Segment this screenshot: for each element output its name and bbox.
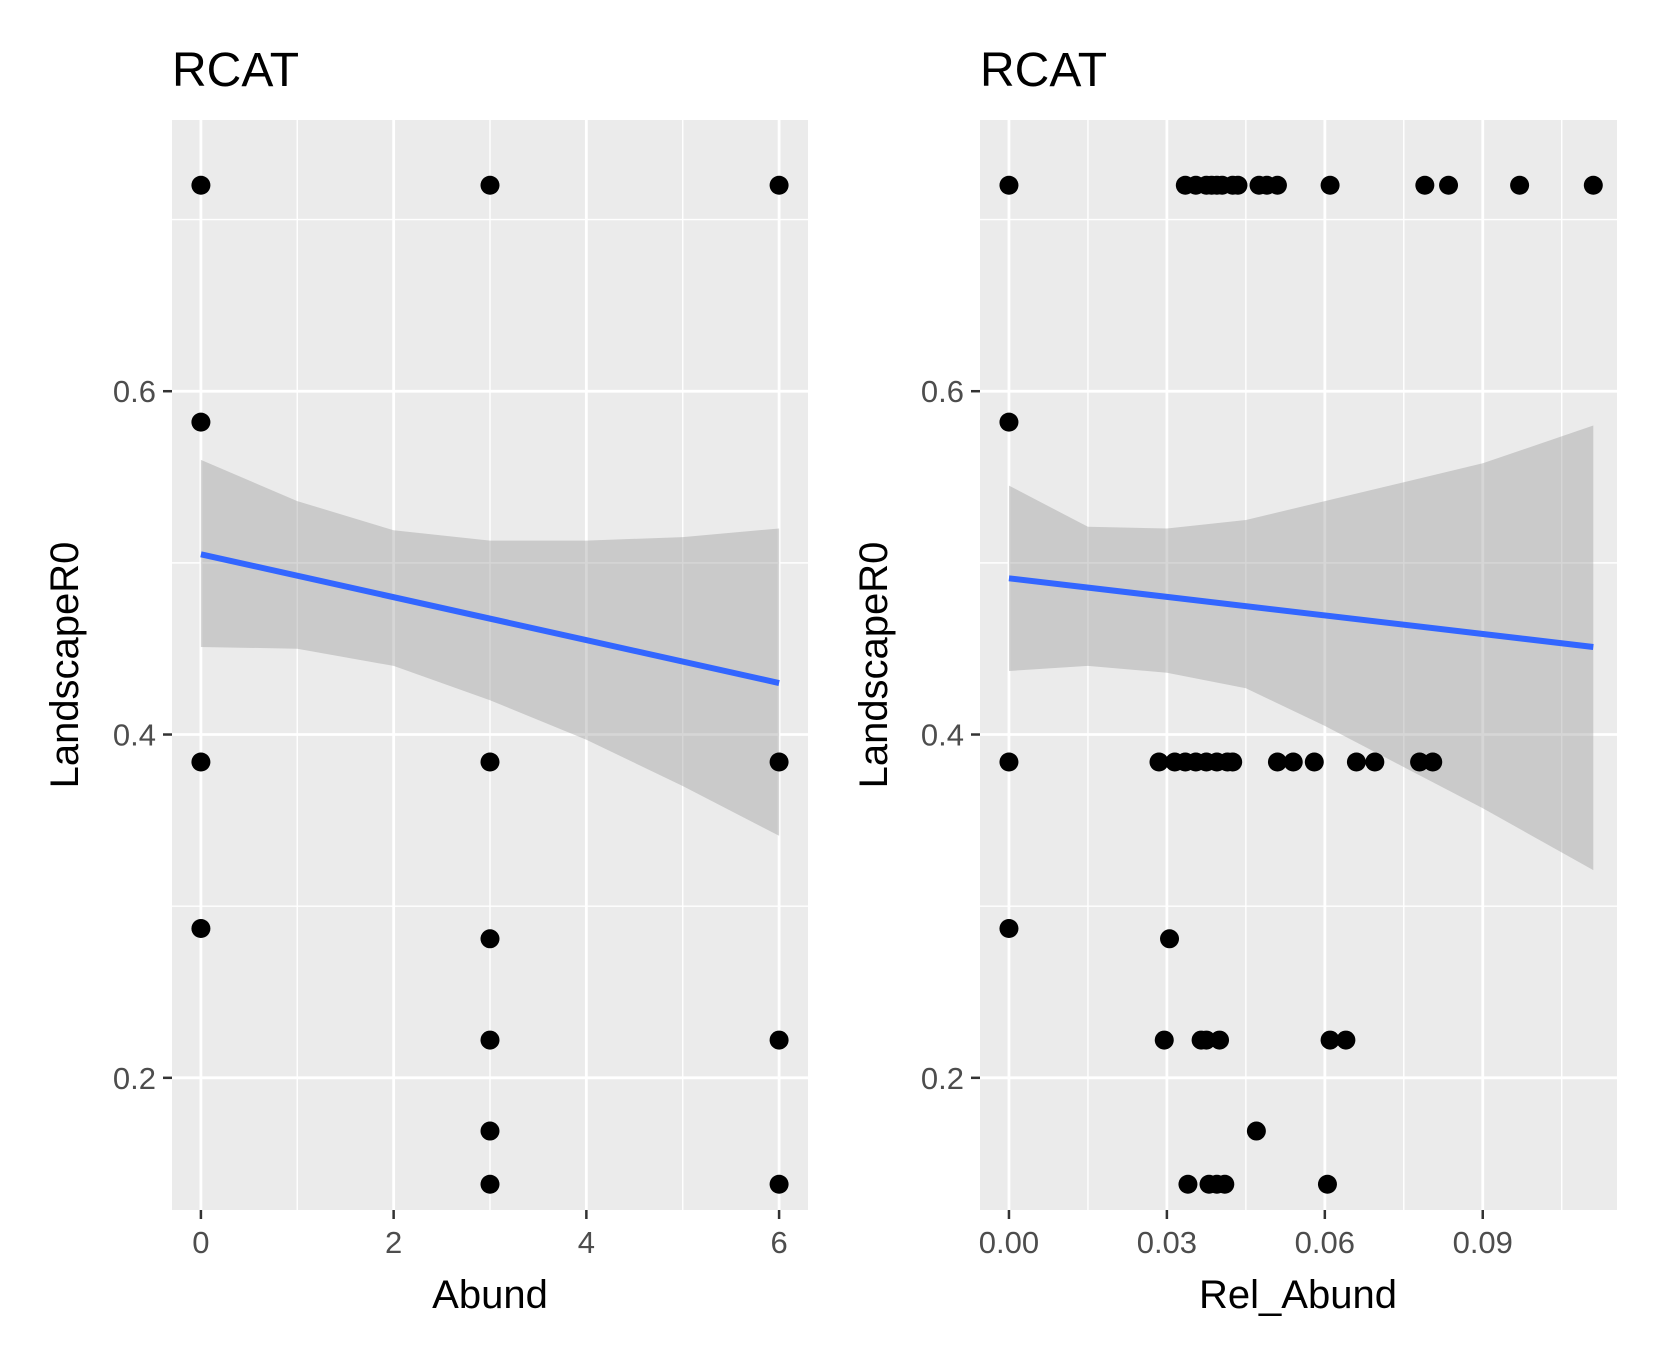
data-point xyxy=(1210,1030,1230,1050)
y-tick-label: 0.2 xyxy=(921,1061,964,1096)
x-tick-label: 0 xyxy=(192,1225,209,1260)
data-point xyxy=(1246,1121,1266,1141)
x-tick-label: 0.03 xyxy=(1137,1225,1197,1260)
x-axis: 0.00 0.03 0.06 0.09 xyxy=(979,1210,1513,1260)
data-point xyxy=(769,175,789,195)
y-tick-label: 0.6 xyxy=(113,374,156,409)
gridlines xyxy=(172,120,808,1210)
data-point xyxy=(1154,1030,1174,1050)
data-point xyxy=(191,918,211,938)
y-tick-label: 0.4 xyxy=(113,718,156,753)
chart-title: RCAT xyxy=(172,44,299,97)
data-point xyxy=(480,1121,500,1141)
regression-line xyxy=(200,551,780,686)
x-axis-label: Abund xyxy=(432,1273,548,1317)
data-point xyxy=(1178,1174,1198,1194)
data-point xyxy=(1283,752,1303,772)
data-point xyxy=(769,1030,789,1050)
data-point xyxy=(480,1174,500,1194)
confidence-band-area xyxy=(200,459,780,836)
data-point xyxy=(1320,175,1340,195)
data-point xyxy=(1365,752,1385,772)
data-point xyxy=(480,929,500,949)
data-point xyxy=(1228,175,1248,195)
data-point xyxy=(1215,1174,1235,1194)
data-point xyxy=(480,1030,500,1050)
data-point xyxy=(191,175,211,195)
trend-line xyxy=(200,551,780,686)
data-point xyxy=(999,412,1019,432)
data-point xyxy=(191,412,211,432)
data-point xyxy=(769,1174,789,1194)
data-point xyxy=(1320,1030,1340,1050)
data-point xyxy=(480,752,500,772)
y-axis: 0.2 0.4 0.6 xyxy=(113,374,172,1096)
data-point xyxy=(1267,752,1287,772)
x-tick-label: 4 xyxy=(578,1225,595,1260)
data-point xyxy=(1160,929,1180,949)
confidence-band-area xyxy=(1009,425,1594,871)
data-point xyxy=(1317,1174,1337,1194)
data-point xyxy=(1410,752,1430,772)
data-point xyxy=(480,175,500,195)
y-axis-label: LandscapeR0 xyxy=(43,542,87,789)
confidence-band xyxy=(1009,425,1594,871)
data-point xyxy=(1267,175,1287,195)
data-point xyxy=(999,918,1019,938)
data-point xyxy=(1149,752,1169,772)
x-tick-label: 6 xyxy=(770,1225,787,1260)
data-point xyxy=(1223,752,1243,772)
data-points xyxy=(999,175,1603,1194)
y-tick-label: 0.4 xyxy=(921,718,964,753)
y-tick-label: 0.2 xyxy=(113,1061,156,1096)
right-chart-panel: RCAT 0.2 0.4 0.6 0.00 0.03 0.06 0.09 Rel_Abun… xyxy=(852,44,1617,1317)
data-point xyxy=(1336,1030,1356,1050)
data-point xyxy=(1415,175,1435,195)
data-point xyxy=(1423,752,1443,772)
regression-line xyxy=(1008,575,1594,650)
plot-background xyxy=(980,120,1617,1210)
data-point xyxy=(999,175,1019,195)
x-axis-label: Rel_Abund xyxy=(1199,1273,1397,1317)
left-chart-panel: RCAT 0.2 0.4 0.6 0 2 4 6 Abund LandscapeR0 xyxy=(43,44,808,1317)
y-axis-label: LandscapeR0 xyxy=(852,542,896,789)
data-point xyxy=(1346,752,1366,772)
x-tick-label: 0.06 xyxy=(1295,1225,1355,1260)
data-point xyxy=(999,752,1019,772)
data-point xyxy=(1304,752,1324,772)
data-point xyxy=(769,752,789,772)
data-point xyxy=(1510,175,1530,195)
x-axis: 0 2 4 6 xyxy=(192,1210,788,1260)
data-point xyxy=(191,752,211,772)
y-tick-label: 0.6 xyxy=(921,374,964,409)
trend-line xyxy=(1008,575,1594,650)
confidence-band xyxy=(200,459,780,836)
x-tick-label: 2 xyxy=(385,1225,402,1260)
data-point xyxy=(1583,175,1603,195)
x-tick-label: 0.00 xyxy=(979,1225,1039,1260)
data-point xyxy=(1196,1030,1216,1050)
data-points xyxy=(191,175,789,1194)
data-point xyxy=(1439,175,1459,195)
gridlines xyxy=(980,120,1617,1210)
chart-title: RCAT xyxy=(980,44,1107,97)
x-tick-label: 0.09 xyxy=(1453,1225,1513,1260)
y-axis: 0.2 0.4 0.6 xyxy=(921,374,980,1096)
